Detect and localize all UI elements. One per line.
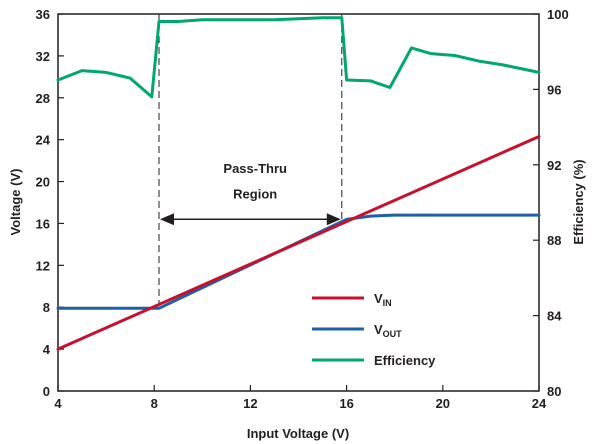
y-tick-label: 8	[43, 300, 50, 315]
legend-label-efficiency: Efficiency	[374, 353, 436, 368]
y-tick-label: 12	[36, 258, 50, 273]
y2-axis-label: Efficiency (%)	[571, 159, 586, 244]
y-tick-label: 0	[43, 384, 50, 399]
x-tick-label: 12	[243, 396, 257, 411]
legend-subscript-text: OUT	[383, 329, 403, 339]
legend-subscript-text: IN	[383, 298, 392, 308]
y-tick-label: 32	[36, 49, 50, 64]
y2-tick-label: 96	[547, 82, 561, 97]
legend-main-text: V	[374, 322, 383, 337]
y2-tick-label: 92	[547, 158, 561, 173]
pass-thru-region	[158, 14, 343, 307]
series-layer	[56, 16, 541, 351]
legend-main-text: Efficiency	[374, 353, 436, 368]
series-line-vout	[56, 213, 541, 310]
y2-tick-label: 100	[547, 7, 569, 22]
x-tick-label: 16	[339, 396, 353, 411]
y2-tick-label: 88	[547, 233, 561, 248]
y2-tick-label: 80	[547, 384, 561, 399]
x-axis-label: Input Voltage (V)	[247, 426, 349, 441]
x-tick-label: 24	[532, 396, 547, 411]
legend-main-text: V	[374, 291, 383, 306]
y-tick-label: 36	[36, 7, 50, 22]
series-line-efficiency	[56, 16, 541, 99]
y-tick-label: 4	[43, 342, 51, 357]
y-tick-label: 24	[36, 133, 51, 148]
x-tick-label: 8	[151, 396, 158, 411]
legend-label-vin: VIN	[374, 291, 392, 308]
annotation-layer: Pass-Thru Region	[223, 161, 287, 201]
y-tick-label: 16	[36, 216, 50, 231]
region-arrow-right-head	[326, 213, 341, 226]
plot-frame	[57, 13, 540, 392]
y-tick-label: 20	[36, 175, 50, 190]
y-axis-label: Voltage (V)	[8, 169, 23, 236]
x-tick-label: 20	[436, 396, 450, 411]
series-line-vin	[56, 135, 541, 351]
x-tick-label: 4	[54, 396, 62, 411]
annotation-pass-thru: Pass-Thru	[223, 161, 287, 176]
legend-label-vout: VOUT	[374, 322, 402, 339]
y2-tick-label: 84	[547, 309, 562, 324]
annotation-region: Region	[233, 186, 277, 201]
y-tick-label: 28	[36, 91, 50, 106]
region-arrow-left-head	[160, 213, 175, 226]
